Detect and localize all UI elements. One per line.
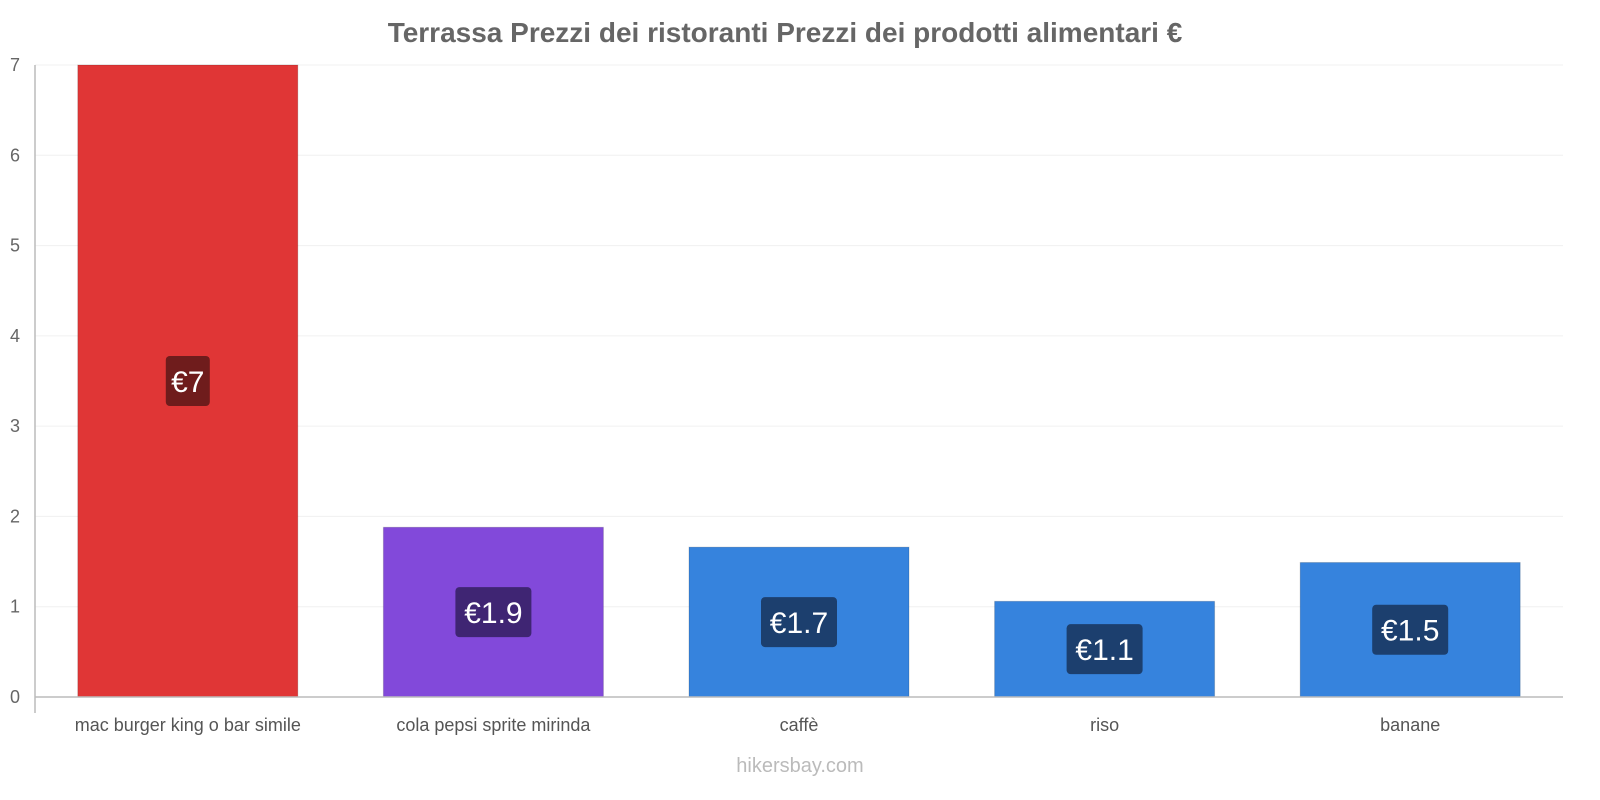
watermark: hikersbay.com [736, 755, 863, 777]
x-tick-label: banane [1380, 715, 1440, 735]
data-label: €1.9 [464, 597, 522, 630]
data-label-box [1372, 604, 1449, 655]
data-label-box [455, 587, 532, 638]
data-label-box [165, 356, 210, 406]
data-label: €1.5 [1381, 615, 1439, 648]
y-tick-label: 6 [10, 145, 20, 165]
data-label: €1.1 [1075, 634, 1133, 667]
y-tick-label: 2 [10, 506, 20, 526]
x-tick-label: cola pepsi sprite mirinda [396, 715, 591, 735]
data-label-box [1066, 624, 1143, 675]
data-label: €7 [171, 366, 204, 399]
y-tick-label: 4 [10, 326, 20, 346]
x-tick-label: riso [1090, 715, 1119, 735]
y-tick-label: 3 [10, 416, 20, 436]
x-tick-label: mac burger king o bar simile [75, 715, 301, 735]
data-label: €1.7 [770, 607, 828, 640]
y-tick-label: 0 [10, 687, 20, 707]
data-label-box [761, 597, 837, 648]
y-tick-label: 5 [10, 236, 20, 256]
y-tick-label: 1 [10, 597, 20, 617]
x-tick-label: caffè [780, 715, 819, 735]
chart-title: Terrassa Prezzi dei ristoranti Prezzi de… [388, 17, 1183, 48]
y-tick-label: 7 [10, 55, 20, 75]
